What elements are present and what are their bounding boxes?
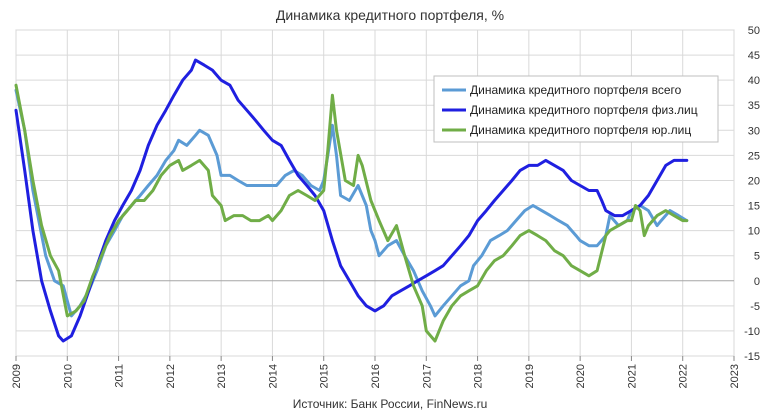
series-line-2 (14, 58, 689, 343)
y-tick-label: 30 (748, 125, 760, 137)
y-tick-label: 35 (748, 100, 760, 112)
x-tick-label: 2022 (678, 364, 690, 388)
x-tick-label: 2020 (575, 364, 587, 388)
y-tick-label: 5 (754, 251, 760, 263)
legend-label-2: Динамика кредитного портфеля физ.лиц (470, 103, 698, 117)
x-tick-label: 2011 (114, 364, 126, 388)
y-tick-label: 50 (748, 25, 760, 37)
y-tick-label: 10 (748, 226, 760, 238)
x-tick-label: 2010 (62, 364, 74, 388)
x-tick-label: 2016 (370, 364, 382, 388)
y-tick-label: -10 (744, 326, 760, 338)
legend-label-3: Динамика кредитного портфеля юр.лиц (470, 123, 691, 137)
x-tick-label: 2019 (524, 364, 536, 388)
x-tick-label: 2017 (421, 364, 433, 388)
x-tick-label: 2014 (267, 364, 279, 388)
series-lines (14, 58, 689, 343)
axes: 2009 2010 2011 2012 2013 2014 2015 2016 2017 2018… (11, 25, 760, 388)
y-tick-label: 20 (748, 175, 760, 187)
x-tick-label: 2013 (216, 364, 228, 388)
legend: Динамика кредитного портфеля всего Динами… (433, 75, 719, 143)
y-tick-label: 25 (748, 150, 760, 162)
series-line-1 (14, 88, 689, 318)
legend-label-1: Динамика кредитного портфеля всего (470, 83, 682, 97)
x-tick-label: 2023 (729, 364, 741, 388)
x-tick-label: 2015 (319, 364, 331, 388)
x-tick-label: 2009 (11, 364, 23, 388)
y-tick-label: 0 (754, 276, 760, 288)
series-line-3 (14, 83, 689, 343)
y-tick-label: 45 (748, 50, 760, 62)
y-tick-label: 15 (748, 201, 760, 213)
y-tick-label: 40 (748, 75, 760, 87)
y-tick-label: -5 (750, 301, 760, 313)
chart-title: Динамика кредитного портфеля, % (276, 7, 504, 23)
x-tick-label: 2018 (473, 364, 485, 388)
legend-box (433, 75, 719, 143)
x-tick-label: 2012 (165, 364, 177, 388)
x-tick-label: 2021 (626, 364, 638, 388)
source-note: Источник: Банк России, FinNews.ru (293, 397, 488, 411)
y-tick-label: -15 (744, 351, 760, 363)
